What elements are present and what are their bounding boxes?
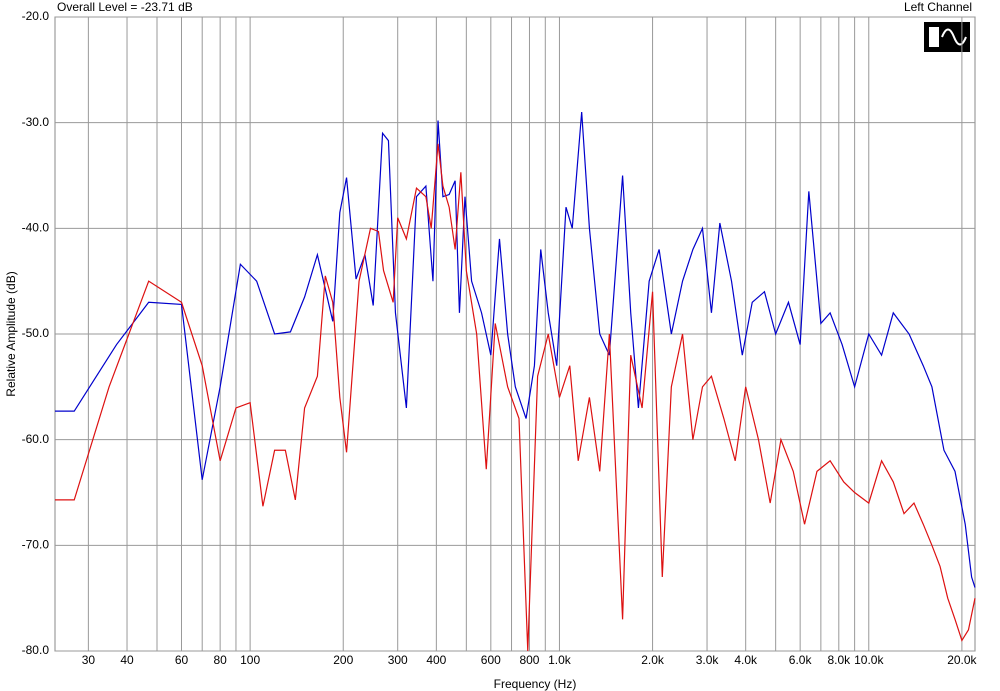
x-tick-label: 80 <box>213 653 227 667</box>
x-tick-label: 600 <box>481 653 501 667</box>
y-tick-label: -20.0 <box>22 9 50 23</box>
x-axis-label: Frequency (Hz) <box>494 677 577 691</box>
y-tick-label: -80.0 <box>22 643 50 657</box>
x-tick-label: 200 <box>333 653 353 667</box>
series-line <box>55 143 976 652</box>
y-tick-label: -30.0 <box>22 115 50 129</box>
channel-label: Left Channel <box>904 0 972 14</box>
x-tick-label: 1.0k <box>548 653 572 667</box>
series-line <box>55 112 976 588</box>
logo <box>924 22 970 52</box>
y-tick-label: -40.0 <box>22 221 50 235</box>
y-tick-label: -70.0 <box>22 538 50 552</box>
y-tick-label: -50.0 <box>22 326 50 340</box>
chart-title: Overall Level = -23.71 dB <box>57 0 193 14</box>
x-tick-label: 30 <box>82 653 96 667</box>
x-tick-label: 3.0k <box>696 653 720 667</box>
x-tick-label: 20.0k <box>947 653 977 667</box>
x-tick-label: 800 <box>519 653 539 667</box>
x-tick-label: 100 <box>240 653 260 667</box>
y-tick-label: -60.0 <box>22 432 50 446</box>
x-tick-label: 60 <box>175 653 189 667</box>
x-tick-label: 2.0k <box>641 653 665 667</box>
y-axis-label: Relative Amplitude (dB) <box>4 271 18 396</box>
x-tick-label: 8.0k <box>827 653 851 667</box>
x-tick-label: 6.0k <box>789 653 813 667</box>
x-tick-label: 400 <box>426 653 446 667</box>
x-tick-label: 300 <box>388 653 408 667</box>
x-tick-label: 4.0k <box>734 653 758 667</box>
x-tick-label: 40 <box>120 653 134 667</box>
x-tick-label: 10.0k <box>854 653 884 667</box>
